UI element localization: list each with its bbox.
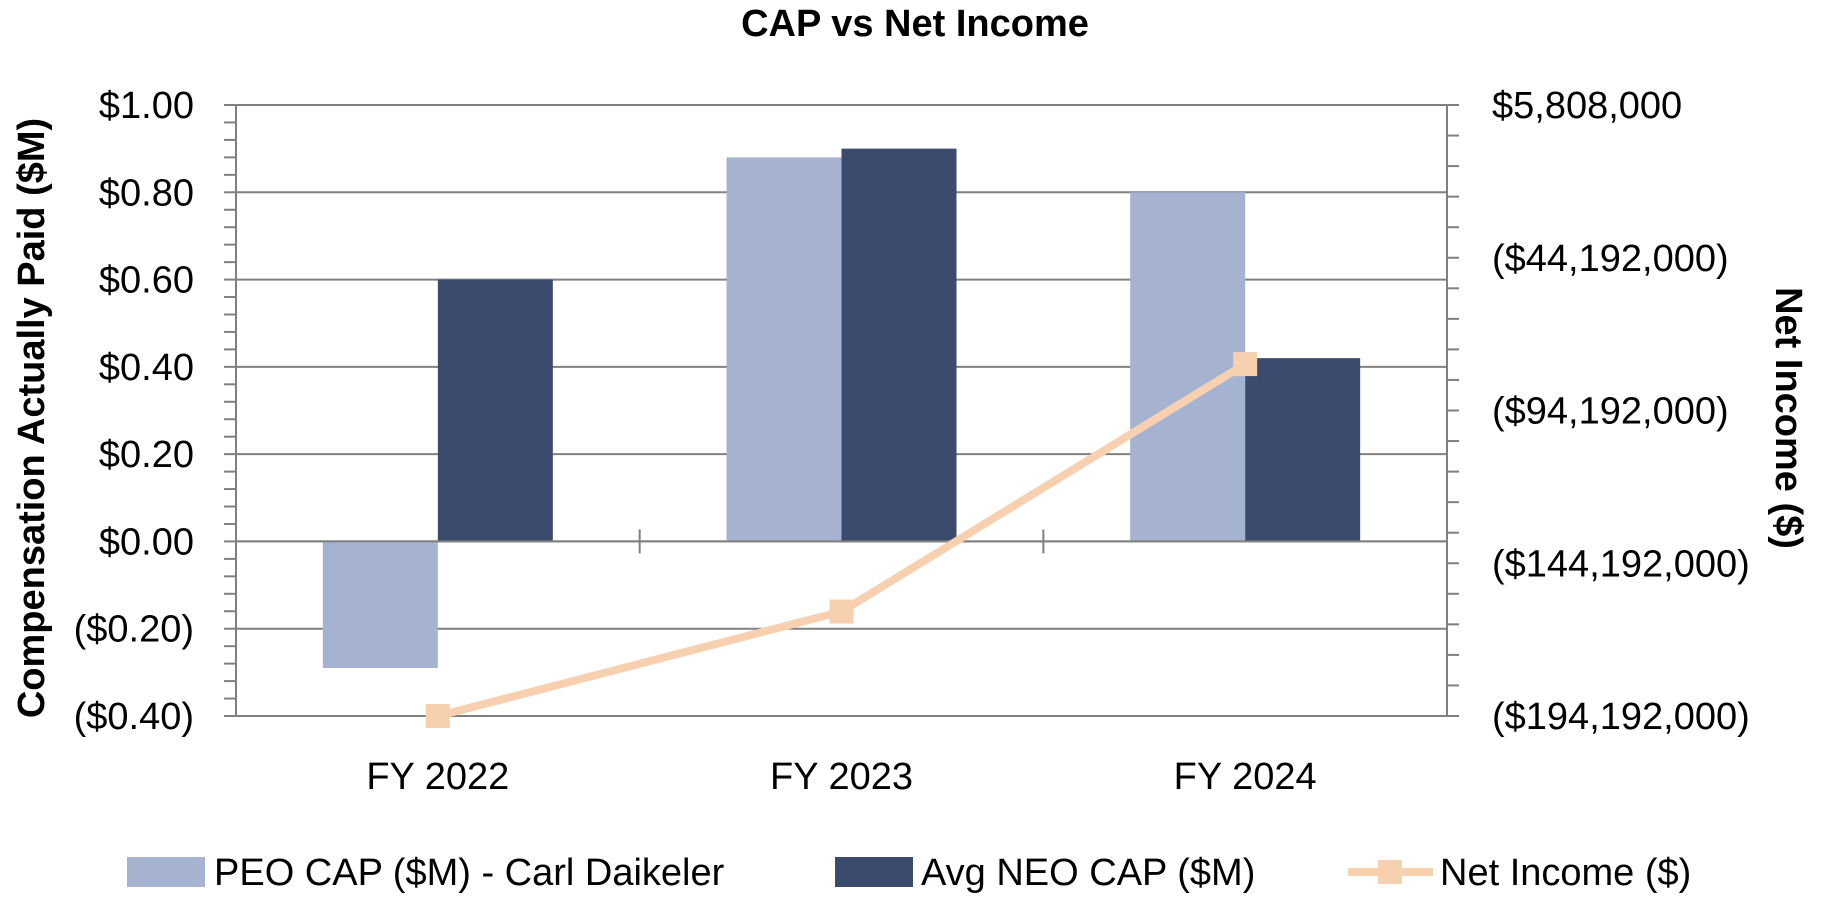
- y2-tick-label: ($194,192,000): [1492, 696, 1750, 738]
- y-tick-label: $1.00: [99, 85, 194, 127]
- y-axis-label: Compensation Actually Paid ($M): [11, 118, 53, 718]
- y-tick-label: $0.60: [99, 260, 194, 302]
- legend-marker-net-income: [1378, 860, 1402, 884]
- y2-tick-label: ($144,192,000): [1492, 543, 1750, 585]
- y2-tick-label: ($44,192,000): [1492, 238, 1729, 280]
- x-category-label: FY 2024: [1174, 756, 1317, 798]
- net-income-point-fy-2022: [425, 704, 450, 728]
- legend-label-avg-neo-cap: Avg NEO CAP ($M): [921, 852, 1255, 894]
- y-tick-label: $0.00: [99, 521, 194, 563]
- y2-tick-label: ($94,192,000): [1492, 391, 1729, 433]
- y-tick-label: $0.80: [99, 172, 194, 214]
- y-tick-label: $0.40: [99, 347, 194, 389]
- net-income-point-fy-2024: [1233, 352, 1258, 377]
- y-tick-label: $0.20: [99, 434, 194, 476]
- legend: PEO CAP ($M) - Carl Daikeler Avg NEO CAP…: [127, 852, 1691, 894]
- net-income-line: [425, 352, 1258, 728]
- bar-peo-cap-fy-2024: [1130, 192, 1246, 542]
- bar-peo-cap-fy-2022: [322, 541, 438, 668]
- legend-label-peo-cap: PEO CAP ($M) - Carl Daikeler: [214, 852, 725, 894]
- chart-title: CAP vs Net Income: [741, 3, 1089, 45]
- axes: [224, 104, 1459, 717]
- bars: [236, 148, 1447, 668]
- bar-peo-cap-fy-2023: [726, 157, 842, 542]
- legend-swatch-avg-neo-cap: [835, 857, 913, 887]
- y-tick-label: ($0.20): [74, 609, 194, 651]
- bar-avg-neo-cap-fy-2022: [437, 279, 553, 542]
- y2-tick-label: $5,808,000: [1492, 85, 1682, 127]
- tick-labels: $1.00 $0.80 $0.60 $0.40 $0.20 $0.00 ($0.20) ($0…: [74, 85, 1750, 798]
- legend-label-net-income: Net Income ($): [1440, 852, 1691, 894]
- net-income-point-fy-2023: [829, 599, 854, 624]
- y2-axis-label: Net Income ($): [1767, 287, 1809, 549]
- bar-avg-neo-cap-fy-2024: [1245, 358, 1361, 542]
- bar-avg-neo-cap-fy-2023: [841, 148, 957, 542]
- x-category-label: FY 2022: [366, 756, 509, 798]
- x-category-label: FY 2023: [770, 756, 913, 798]
- y-tick-label: ($0.40): [74, 696, 194, 738]
- legend-swatch-peo-cap: [127, 857, 205, 887]
